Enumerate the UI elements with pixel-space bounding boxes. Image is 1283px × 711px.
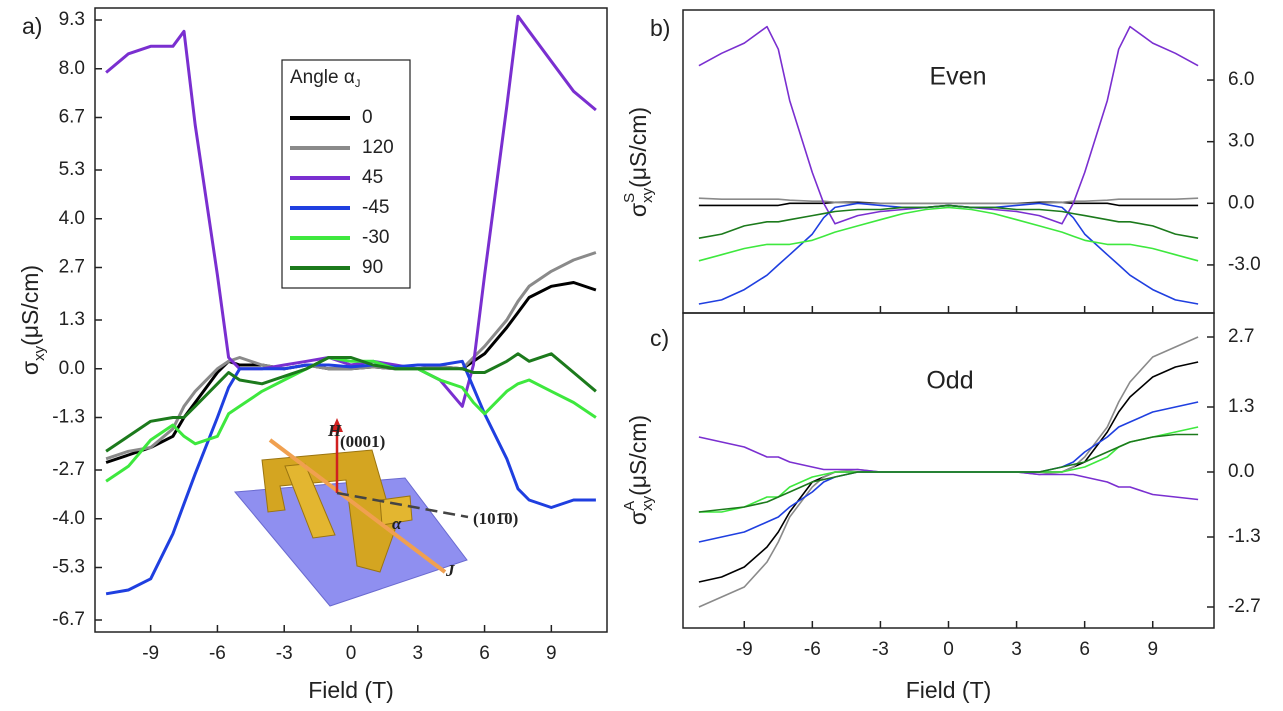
y-label-unit: (μS/cm)	[625, 107, 651, 188]
y-tick-label: -5.3	[52, 557, 85, 578]
x-tick-label: 6	[1079, 639, 1090, 660]
y-label-symbol: σ	[17, 361, 43, 375]
legend-label: -45	[362, 197, 389, 218]
inset-block	[284, 463, 336, 539]
y-label-symbol: σ	[625, 203, 651, 217]
y-tick-label: -4.0	[52, 508, 85, 529]
plot-frame	[682, 312, 1215, 629]
y-tick-label: 9.3	[59, 9, 85, 30]
y-tick-label: 2.7	[59, 257, 85, 278]
inset-label: (0001)	[340, 432, 385, 451]
y-axis-label: σSxy(μS/cm)	[621, 107, 656, 217]
data-line	[698, 197, 1199, 205]
y-label-sub: xy	[639, 495, 656, 511]
legend-box	[281, 59, 411, 289]
inset-block	[379, 495, 413, 526]
data-line	[698, 436, 1199, 501]
inset-arrowhead	[331, 418, 343, 432]
x-tick-label: -9	[736, 639, 753, 660]
x-tick-label: -9	[142, 643, 159, 664]
x-tick-label: -6	[209, 643, 226, 664]
inset: H (0001) (101̄0) α J	[233, 418, 518, 607]
y-label-sub: xy	[31, 345, 48, 361]
y-tick-label: 0.0	[1228, 461, 1254, 482]
annotation: Even	[930, 63, 987, 91]
x-tick-label: -3	[872, 639, 889, 660]
x-tick-label: 9	[1147, 639, 1158, 660]
legend-label: 0	[362, 107, 373, 128]
x-tick-label: 6	[479, 643, 490, 664]
panel-label: b)	[650, 15, 670, 41]
x-tick-label: 3	[1011, 639, 1022, 660]
annotation: Odd	[926, 367, 973, 395]
inset-label: J	[445, 561, 455, 580]
x-tick-label: 9	[546, 643, 557, 664]
data-line	[105, 356, 597, 483]
legend-title-sub: J	[355, 78, 361, 90]
panel-label: a)	[22, 13, 42, 39]
inset-label: α	[392, 514, 402, 533]
legend-label: 90	[362, 257, 383, 278]
panel-label: c)	[650, 325, 669, 351]
y-tick-label: 6.0	[1228, 69, 1254, 90]
y-tick-label: -1.3	[52, 407, 85, 428]
y-tick-label: -2.7	[1228, 596, 1261, 617]
legend-label: 120	[362, 137, 394, 158]
y-tick-label: -1.3	[1228, 526, 1261, 547]
y-tick-label: -3.0	[1228, 254, 1261, 275]
data-line	[698, 206, 1199, 262]
y-tick-label: -2.7	[52, 459, 85, 480]
data-line	[105, 251, 597, 461]
data-line	[105, 352, 597, 453]
data-line	[698, 204, 1199, 239]
y-label-sup: A	[621, 501, 638, 511]
y-tick-label: 0.0	[59, 358, 85, 379]
inset-label: (101̄0)	[473, 509, 518, 528]
x-tick-label: -6	[804, 639, 821, 660]
data-line	[105, 359, 596, 596]
y-tick-label: 3.0	[1228, 131, 1254, 152]
y-tick-label: 6.7	[59, 107, 85, 128]
y-tick-label: 1.3	[59, 309, 85, 330]
data-line	[698, 202, 1199, 305]
y-axis-label: σAxy(μS/cm)	[621, 415, 656, 525]
legend-label: -30	[362, 227, 389, 248]
x-axis-label: Field (T)	[906, 677, 992, 703]
y-tick-label: 8.0	[59, 58, 85, 79]
y-tick-label: 1.3	[1228, 396, 1254, 417]
data-line	[698, 25, 1199, 225]
inset-label: H	[327, 421, 342, 440]
legend-title: Angle αJ	[290, 67, 360, 90]
x-tick-label: 0	[943, 639, 954, 660]
data-line	[105, 14, 597, 408]
inset-current-rod	[268, 438, 447, 574]
plot-frame	[682, 9, 1215, 314]
y-label-sup: S	[621, 193, 638, 203]
y-label-unit: (μS/cm)	[17, 265, 43, 346]
x-tick-label: 0	[346, 643, 357, 664]
legend-title-text: Angle α	[290, 67, 355, 88]
y-tick-label: 2.7	[1228, 326, 1254, 347]
plot-frame	[94, 7, 608, 633]
y-label-symbol: σ	[625, 511, 651, 525]
y-axis-label: σxy(μS/cm)	[17, 265, 48, 375]
inset-direction	[336, 491, 469, 519]
y-tick-label: 4.0	[59, 208, 85, 229]
x-tick-label: -3	[276, 643, 293, 664]
x-axis-label: Field (T)	[308, 677, 394, 703]
y-label-sub: xy	[639, 187, 656, 203]
legend-label: 45	[362, 167, 383, 188]
y-tick-label: 0.0	[1228, 192, 1254, 213]
y-tick-label: -6.7	[52, 609, 85, 630]
y-tick-label: 5.3	[59, 159, 85, 180]
x-tick-label: 3	[412, 643, 423, 664]
data-line	[698, 433, 1199, 513]
y-label-unit: (μS/cm)	[625, 415, 651, 496]
